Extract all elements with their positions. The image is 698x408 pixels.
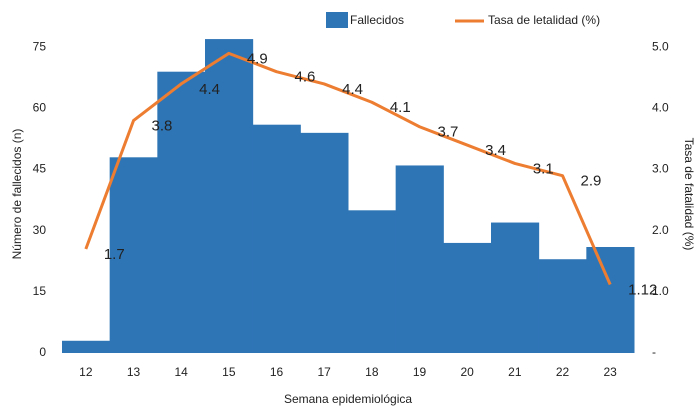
y2-axis-title: Tasa de fatalidad (%): [682, 138, 696, 251]
data-label: 4.9: [247, 50, 268, 67]
y-tick-label: 30: [33, 223, 47, 237]
data-label: 3.8: [152, 118, 173, 135]
data-label: 3.7: [438, 124, 459, 141]
x-tick-label: 16: [270, 365, 284, 379]
x-tick-label: 22: [556, 365, 570, 379]
y2-tick-label: 5.0: [652, 39, 669, 53]
y2-tick-label: -: [652, 345, 656, 359]
y2-tick-label: 1.0: [652, 284, 669, 298]
y-tick-label: 45: [33, 162, 47, 176]
bar: [252, 124, 301, 353]
y-tick-label: 60: [33, 101, 47, 115]
x-tick-label: 23: [603, 365, 617, 379]
bar: [205, 39, 254, 353]
y-tick-label: 75: [33, 39, 47, 53]
data-label: 4.6: [295, 69, 316, 86]
x-tick-label: 19: [413, 365, 427, 379]
legend-swatch: [326, 12, 348, 28]
data-label: 3.4: [485, 142, 506, 159]
x-tick-label: 21: [508, 365, 522, 379]
x-tick-label: 12: [79, 365, 93, 379]
x-tick-label: 20: [460, 365, 474, 379]
bar: [157, 71, 206, 353]
x-tick-label: 14: [174, 365, 188, 379]
x-tick-label: 17: [317, 365, 331, 379]
y2-tick-label: 3.0: [652, 162, 669, 176]
rate-line: [84, 51, 612, 286]
bar: [348, 210, 397, 353]
y-tick-label: 15: [33, 284, 47, 298]
x-tick-label: 18: [365, 365, 379, 379]
y2-tick-label: 2.0: [652, 223, 669, 237]
data-label: 4.4: [342, 81, 363, 98]
x-tick-label: 13: [127, 365, 141, 379]
legend-label: Fallecidos: [350, 13, 404, 27]
legend-label: Tasa de letalidad (%): [488, 13, 600, 27]
y-tick-label: 0: [39, 345, 46, 359]
bar: [586, 247, 635, 353]
bar: [62, 340, 111, 353]
bar: [109, 157, 158, 353]
data-label: 3.1: [533, 160, 554, 177]
bar: [443, 242, 492, 353]
x-axis-title: Semana epidemiológica: [284, 392, 412, 406]
bar: [491, 222, 540, 353]
bar: [395, 165, 444, 353]
y2-tick-label: 4.0: [652, 101, 669, 115]
data-label: 2.9: [581, 173, 602, 190]
data-label: 1.12: [628, 281, 657, 298]
bar: [538, 259, 587, 353]
data-label: 4.4: [199, 81, 220, 98]
y-axis-title: Número de fallecidos (n): [10, 129, 24, 260]
bar: [300, 132, 349, 353]
data-label: 1.7: [104, 246, 125, 263]
x-tick-label: 15: [222, 365, 236, 379]
data-label: 4.1: [390, 99, 411, 116]
